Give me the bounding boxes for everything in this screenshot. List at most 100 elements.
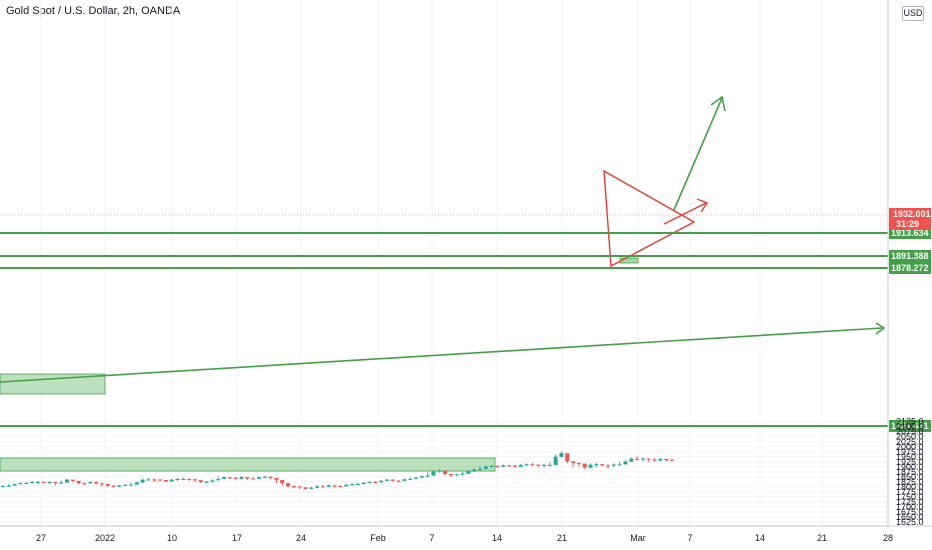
candle-body xyxy=(373,482,378,484)
candle xyxy=(576,462,581,467)
candle xyxy=(262,476,267,479)
currency-button[interactable]: USD xyxy=(902,6,924,21)
candle-body xyxy=(518,465,523,467)
candle xyxy=(582,463,587,470)
candle-body xyxy=(646,458,651,460)
candle xyxy=(175,478,180,481)
candle xyxy=(297,486,302,490)
y-tick-label: 2125.0 xyxy=(896,417,924,427)
candle xyxy=(547,462,552,467)
candle xyxy=(245,477,250,481)
chart-grid xyxy=(0,0,889,526)
support-zone-left xyxy=(0,373,106,395)
candle-body xyxy=(315,486,320,488)
candle-body xyxy=(332,485,337,487)
target-arrow-green xyxy=(673,97,723,211)
candle xyxy=(600,464,605,467)
candle xyxy=(315,485,320,489)
x-tick-label: Feb xyxy=(370,533,386,543)
x-tick-label: 10 xyxy=(167,533,177,543)
y-tick-label: 2075.0 xyxy=(896,427,924,437)
candle-body xyxy=(454,474,459,476)
candle xyxy=(280,479,285,486)
candle xyxy=(227,476,232,480)
candle-body xyxy=(478,468,483,470)
trend-line-arrowhead xyxy=(875,322,886,335)
rising-trend-line xyxy=(0,327,883,383)
x-tick-label: 7 xyxy=(687,533,692,543)
candle-body xyxy=(658,459,663,461)
candle xyxy=(274,477,279,484)
x-tick-label: 2022 xyxy=(95,533,115,543)
y-tick-label: 1775.0 xyxy=(896,487,924,497)
x-tick-label: 27 xyxy=(36,533,46,543)
candle xyxy=(460,472,465,475)
x-tick-label: 21 xyxy=(557,533,567,543)
candle xyxy=(454,473,459,477)
candle-body xyxy=(117,485,122,487)
candle xyxy=(408,477,413,480)
candle-body xyxy=(268,476,273,478)
candle xyxy=(111,485,116,488)
candle-body xyxy=(664,459,669,461)
candle-body xyxy=(588,464,593,468)
candle xyxy=(18,482,23,485)
candle-body xyxy=(419,476,424,478)
level-badge xyxy=(889,420,931,432)
candle-body xyxy=(192,479,197,481)
y-tick-label: 1675.0 xyxy=(896,507,924,517)
candle xyxy=(210,479,215,483)
candle-body xyxy=(408,478,413,480)
candle xyxy=(192,479,197,483)
price-axis: 1625.01650.01675.01700.01725.01750.01775… xyxy=(887,0,924,527)
candle xyxy=(448,473,453,478)
candle xyxy=(117,484,122,487)
candle-body xyxy=(35,481,40,483)
candle-body xyxy=(460,473,465,475)
candle xyxy=(303,487,308,490)
candle-body xyxy=(553,456,558,465)
candle-body xyxy=(41,481,46,483)
candle xyxy=(64,478,69,483)
y-tick-label: 1625.0 xyxy=(896,517,924,527)
candle-body xyxy=(495,465,500,467)
candle xyxy=(286,483,291,488)
candle-body xyxy=(198,480,203,483)
candle xyxy=(326,484,331,488)
candle-body xyxy=(489,465,494,467)
candle xyxy=(425,472,430,478)
x-tick-label: 17 xyxy=(232,533,242,543)
candle xyxy=(35,480,40,485)
candle xyxy=(652,458,657,462)
candle xyxy=(128,482,133,486)
candle xyxy=(565,453,570,464)
candle-body xyxy=(134,482,139,485)
x-tick-label: 24 xyxy=(296,533,306,543)
level-badge-label: 1721.431 xyxy=(891,421,929,431)
y-tick-label: 1925.0 xyxy=(896,457,924,467)
y-tick-label: 1800.0 xyxy=(896,482,924,492)
candle xyxy=(507,464,512,467)
candle xyxy=(606,464,611,469)
candle xyxy=(76,480,81,485)
candle xyxy=(59,480,64,484)
candle xyxy=(140,478,145,484)
candle-body xyxy=(291,486,296,488)
candle-countdown-label: 31:29 xyxy=(896,219,919,229)
candle-body xyxy=(547,464,552,466)
candle xyxy=(373,480,378,484)
candle-body xyxy=(536,464,541,466)
candle-body xyxy=(443,470,448,474)
candle xyxy=(588,463,593,469)
candle-body xyxy=(88,482,93,484)
candle-body xyxy=(297,486,302,488)
candle xyxy=(559,451,564,458)
candle-body xyxy=(53,482,58,484)
candle xyxy=(536,464,541,468)
candle xyxy=(437,469,442,473)
candle xyxy=(553,454,558,465)
candle xyxy=(629,457,634,463)
candle xyxy=(635,456,640,461)
candle xyxy=(6,484,11,487)
